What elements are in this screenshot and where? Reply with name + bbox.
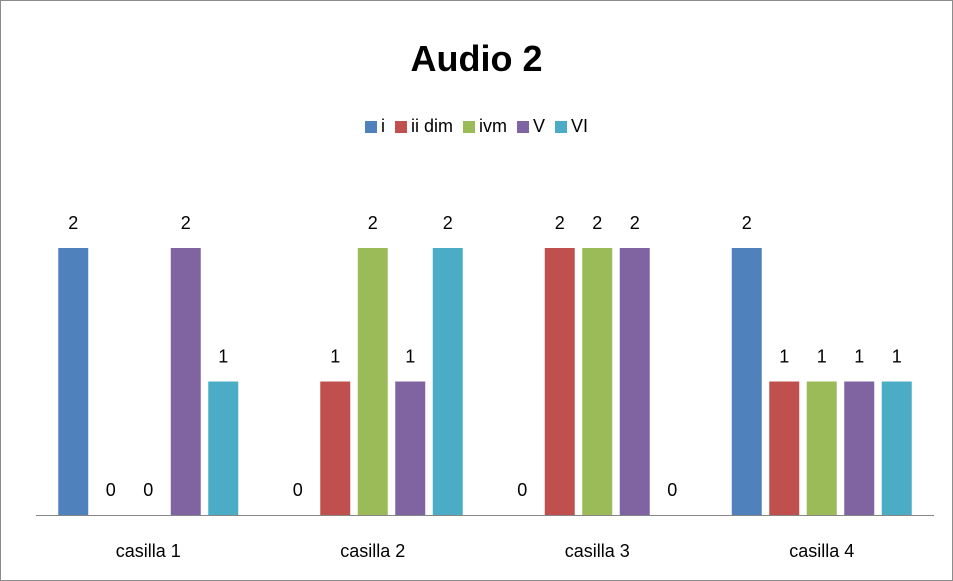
legend-item-ivm: ivm bbox=[462, 116, 507, 137]
legend-swatch bbox=[394, 120, 407, 133]
bar bbox=[582, 248, 613, 515]
bar bbox=[881, 381, 912, 515]
data-label: 0 bbox=[517, 480, 527, 500]
data-label: 0 bbox=[667, 480, 677, 500]
bar bbox=[432, 248, 463, 515]
legend-swatch bbox=[516, 120, 529, 133]
legend-item-i: i bbox=[364, 116, 385, 137]
bar bbox=[544, 248, 575, 515]
data-label: 2 bbox=[630, 213, 640, 233]
data-label: 0 bbox=[293, 480, 303, 500]
data-label: 1 bbox=[779, 347, 789, 367]
bar bbox=[170, 248, 201, 515]
bars-group: 2 0 0 2 1 0 1 2 1 2 0 2 2 2 0 2 1 1 1 1 bbox=[58, 213, 912, 515]
bar bbox=[769, 381, 800, 515]
data-label: 1 bbox=[218, 347, 228, 367]
data-label: 1 bbox=[330, 347, 340, 367]
x-tick-label: casilla 4 bbox=[789, 541, 854, 561]
data-label: 2 bbox=[68, 213, 78, 233]
chart-title: Audio 2 bbox=[410, 38, 543, 79]
legend-label: i bbox=[380, 116, 385, 136]
data-label: 0 bbox=[143, 480, 153, 500]
data-label: 2 bbox=[592, 213, 602, 233]
bar bbox=[619, 248, 650, 515]
legend-label: VI bbox=[571, 116, 589, 136]
legend-item-v: V bbox=[516, 116, 545, 137]
bar bbox=[357, 248, 388, 515]
legend: i ii dim ivm V VI bbox=[0, 116, 953, 137]
legend-swatch bbox=[462, 120, 475, 133]
legend-swatch bbox=[364, 120, 377, 133]
bar bbox=[806, 381, 837, 515]
data-label: 1 bbox=[405, 347, 415, 367]
data-label: 1 bbox=[817, 347, 827, 367]
data-label: 1 bbox=[892, 347, 902, 367]
data-label: 0 bbox=[106, 480, 116, 500]
legend-label: ii dim bbox=[410, 116, 453, 136]
x-tick-labels: casilla 1 casilla 2 casilla 3 casilla 4 bbox=[116, 541, 855, 561]
data-label: 2 bbox=[368, 213, 378, 233]
legend-label: ivm bbox=[478, 116, 507, 136]
bar bbox=[844, 381, 875, 515]
data-label: 2 bbox=[443, 213, 453, 233]
legend-item-vi: VI bbox=[555, 116, 588, 137]
x-tick-label: casilla 2 bbox=[340, 541, 405, 561]
x-tick-label: casilla 3 bbox=[565, 541, 630, 561]
bar bbox=[208, 381, 239, 515]
bar bbox=[395, 381, 426, 515]
legend-item-ii-dim: ii dim bbox=[394, 116, 453, 137]
legend-label: V bbox=[532, 116, 545, 136]
legend-swatch bbox=[555, 120, 567, 133]
x-tick-label: casilla 1 bbox=[116, 541, 181, 561]
data-label: 2 bbox=[555, 213, 565, 233]
bar bbox=[320, 381, 351, 515]
bar bbox=[731, 248, 762, 515]
data-label: 2 bbox=[742, 213, 752, 233]
bar bbox=[58, 248, 89, 515]
data-label: 2 bbox=[181, 213, 191, 233]
data-label: 1 bbox=[854, 347, 864, 367]
